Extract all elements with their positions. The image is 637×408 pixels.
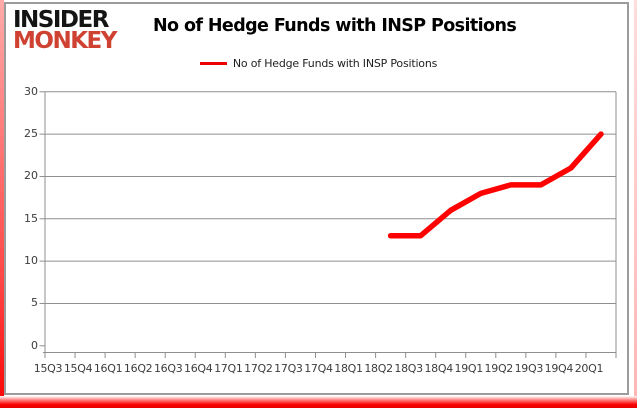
x-tick-label-17Q3: 17Q3 xyxy=(274,362,303,375)
x-tick-label-15Q4: 15Q4 xyxy=(63,362,93,375)
x-tick-label-17Q1: 17Q1 xyxy=(214,362,243,375)
y-tick-label-20: 20 xyxy=(24,169,38,183)
chart-title: No of Hedge Funds with INSP Positions xyxy=(153,16,517,36)
x-tick-label-18Q1: 18Q1 xyxy=(334,362,363,375)
x-tick-label-15Q3: 15Q3 xyxy=(33,362,63,375)
x-tick-label-16Q4: 16Q4 xyxy=(184,362,213,375)
y-tick-label-15: 15 xyxy=(24,211,38,225)
window-frame-left xyxy=(0,0,4,408)
series-line-0 xyxy=(387,131,604,239)
window-frame-right xyxy=(634,0,637,408)
y-tick-label-0: 0 xyxy=(31,338,38,352)
logo-text-insider: INSIDER xyxy=(13,7,109,33)
x-tick-label-19Q2: 19Q2 xyxy=(484,362,514,375)
x-tick-label-18Q4: 18Q4 xyxy=(424,362,453,375)
legend-label: No of Hedge Funds with INSP Positions xyxy=(232,57,438,70)
x-tick-label-18Q3: 18Q3 xyxy=(394,362,423,375)
y-tick-label-5: 5 xyxy=(31,296,38,310)
window-frame-bottom xyxy=(0,396,637,408)
chart-container xyxy=(4,2,629,395)
x-tick-label-16Q2: 16Q2 xyxy=(123,362,153,375)
x-tick-label-19Q1: 19Q1 xyxy=(454,362,484,375)
x-tick-label-18Q2: 18Q2 xyxy=(364,362,393,375)
legend-line-swatch xyxy=(199,62,227,65)
x-tick-label-19Q4: 19Q4 xyxy=(544,362,574,375)
insider-monkey-logo: INSIDER MONKEY xyxy=(13,7,117,54)
x-tick-label-16Q1: 16Q1 xyxy=(93,362,123,375)
y-tick-label-10: 10 xyxy=(24,254,38,268)
x-tick-label-19Q3: 19Q3 xyxy=(514,362,544,375)
y-tick-label-25: 25 xyxy=(24,127,38,141)
x-tick-label-17Q2: 17Q2 xyxy=(244,362,273,375)
chart-legend: No of Hedge Funds with INSP Positions xyxy=(0,57,637,70)
x-tick-label-16Q3: 16Q3 xyxy=(153,362,183,375)
logo-text-monkey: MONKEY xyxy=(13,28,117,54)
x-tick-label-20Q1: 20Q1 xyxy=(574,362,604,375)
x-tick-label-17Q4: 17Q4 xyxy=(304,362,333,375)
y-tick-label-30: 30 xyxy=(24,84,38,98)
